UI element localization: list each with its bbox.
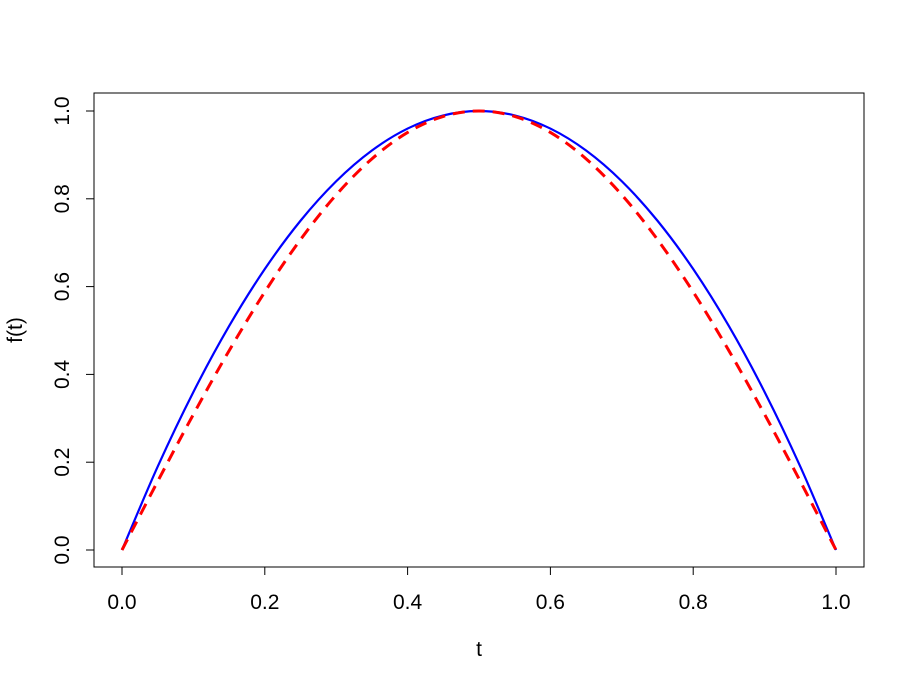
x-tick-label: 0.2 xyxy=(250,591,279,614)
series-line-1 xyxy=(120,109,838,551)
series-line-0 xyxy=(120,109,838,551)
x-tick-label: 0.0 xyxy=(107,591,136,614)
y-tick-label: 0.4 xyxy=(51,359,74,389)
y-tick-label: 0.2 xyxy=(51,448,74,477)
y-tick-label: 1.0 xyxy=(51,96,74,125)
x-axis-label: t xyxy=(476,638,482,661)
x-tick-label: 0.4 xyxy=(393,591,423,614)
y-tick-label: 0.8 xyxy=(51,184,74,213)
y-axis-label: f(t) xyxy=(4,317,27,343)
x-tick-label: 1.0 xyxy=(821,591,850,614)
y-tick-label: 0.6 xyxy=(51,272,74,301)
y-tick-label: 0.0 xyxy=(51,535,74,564)
x-tick-label: 0.8 xyxy=(679,591,708,614)
plot-frame xyxy=(93,92,865,568)
x-tick-label: 0.6 xyxy=(536,591,565,614)
